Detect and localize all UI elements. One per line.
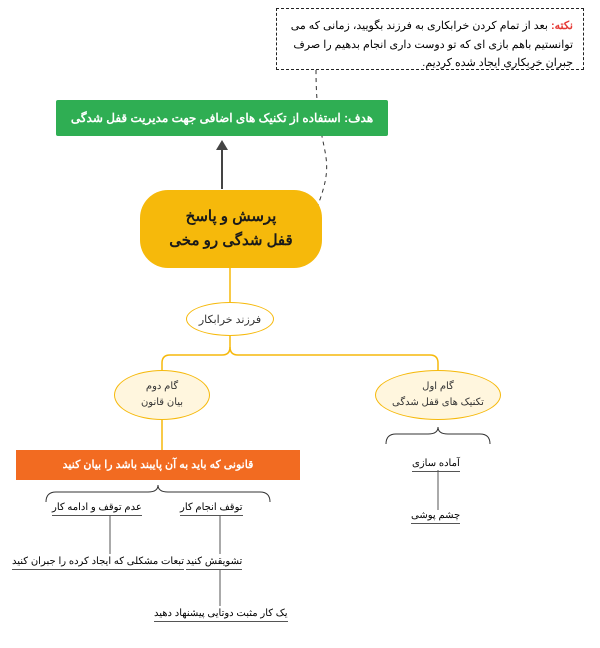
note-text: بعد از تمام کردن خرابکاری به فرزند بگویی… [291,20,573,69]
leaf-blind: چشم پوشی [411,510,460,524]
step2-node-line1: گام دوم [146,379,178,395]
note-lead: نکته: [551,20,573,32]
leaf-stop: توقف انجام کار [180,502,243,516]
question-line1: پرسش و پاسخ [140,205,322,229]
step1-node-line2: تکنیک های قفل شدگی [392,395,484,411]
child-node: فرزند خرابکار [186,302,274,336]
leaf-encourage: تشویقش کنید [186,556,242,570]
law-bar: قانونی که باید به آن پایبند باشد را بیان… [16,450,300,480]
step2-node-line2: بیان قانون [141,395,183,411]
leaf-prep: آماده سازی [412,458,460,472]
note-box: نکته: بعد از تمام کردن خرابکاری به فرزند… [276,8,584,70]
step1-node: گام اولتکنیک های قفل شدگی [375,370,501,420]
question-line2: قفل شدگی رو مخی [140,229,322,253]
leaf-nostop: عدم توقف و ادامه کار [52,502,142,516]
leaf-dual: یک کار مثبت دوتایی پیشنهاد دهید [154,608,288,622]
question-node: پرسش و پاسخقفل شدگی رو مخی [140,190,322,268]
leaf-consequence: تبعات مشکلی که ایجاد کرده را جبران کنید [12,556,184,570]
goal-banner: هدف: استفاده از تکنیک های اضافی جهت مدیر… [56,100,388,136]
step2-node: گام دومبیان قانون [114,370,210,420]
step1-node-line1: گام اول [422,379,454,395]
